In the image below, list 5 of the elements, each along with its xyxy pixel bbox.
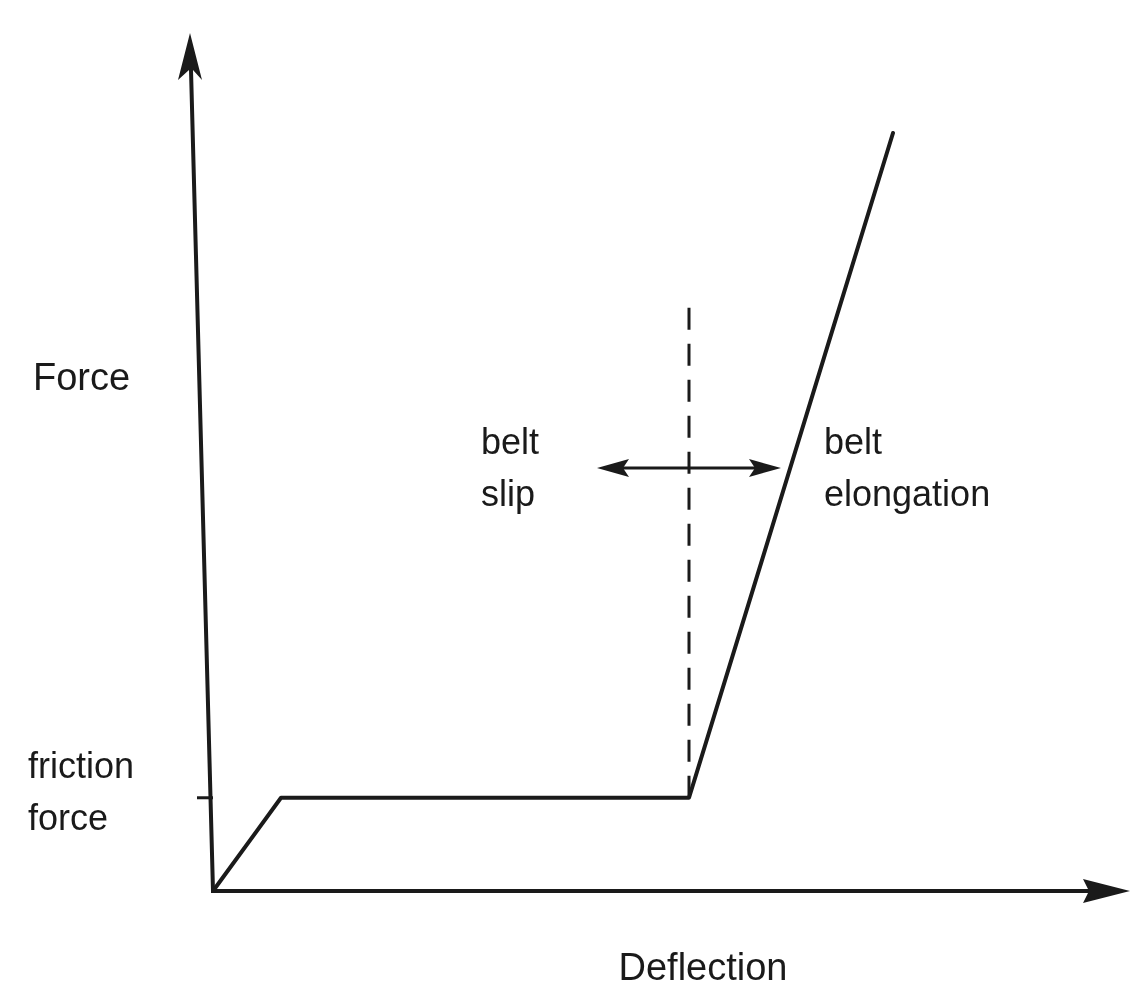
annotation: belt elongation [824,421,991,515]
x-axis-title: Deflection [618,946,788,988]
text: friction force [28,744,135,838]
annotation: belt slip [481,421,540,515]
y-axis-title: Force [33,356,131,398]
